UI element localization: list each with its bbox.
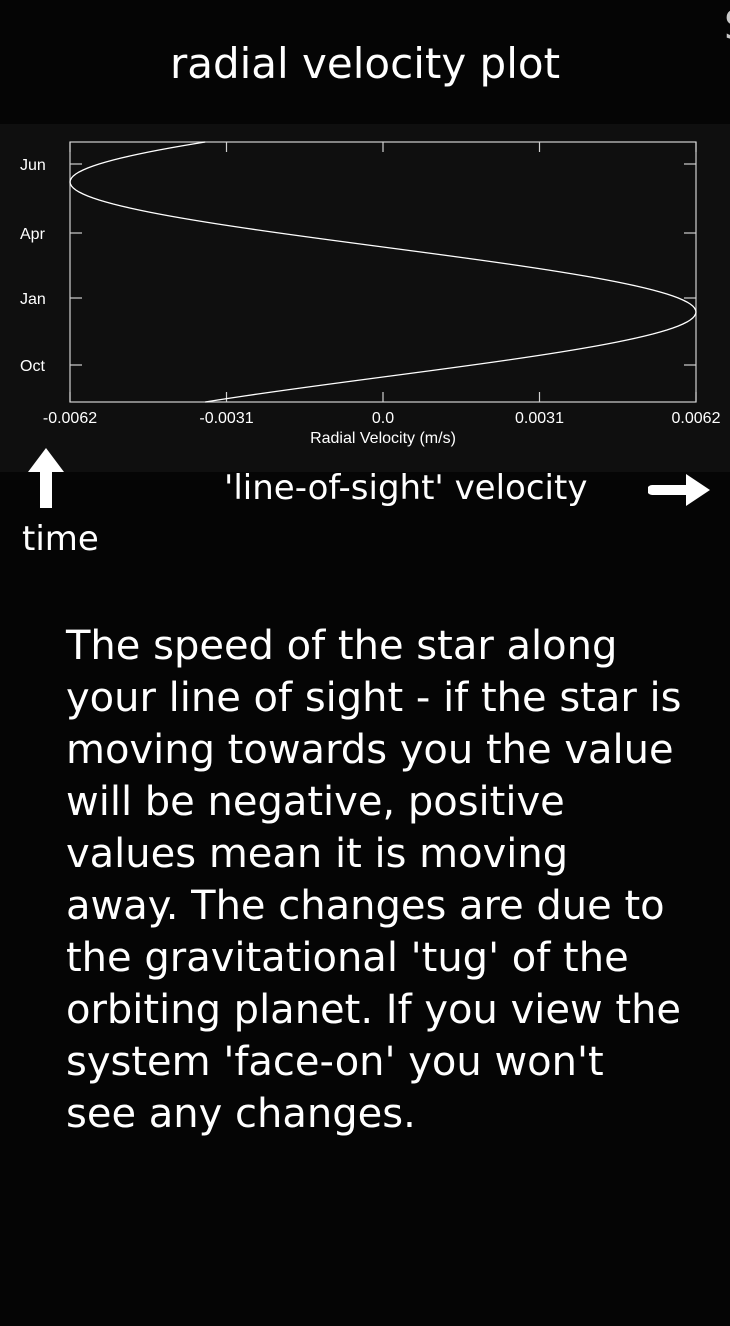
y-tick-label: Oct: [20, 358, 45, 375]
x-tick-label: -0.0062: [43, 410, 97, 427]
plot-frame: [69, 141, 697, 403]
y-tick-label: Jun: [20, 157, 46, 174]
x-tick-label: -0.0031: [199, 410, 253, 427]
y-tick-label: Apr: [20, 226, 46, 243]
page-title: radial velocity plot: [169, 39, 561, 88]
plot-panel: [0, 124, 730, 472]
x-axis-title: Radial Velocity (m/s): [310, 430, 456, 447]
y-tick-label: Jan: [20, 291, 46, 308]
radial-velocity-chart: Oct Jan Apr Jun -0.0062 -0.0031 0.0 0.0031 0.00…: [20, 141, 721, 447]
x-tick-label: 0.0031: [515, 410, 564, 427]
x-tick-label: 0.0062: [672, 410, 721, 427]
x-tick-label: 0.0: [372, 410, 394, 427]
up-arrow-icon: [28, 448, 64, 508]
edge-partial-glyph: S: [724, 2, 730, 54]
explanation-text: The speed of the star along your line of…: [66, 623, 682, 1137]
radial-velocity-curve: [69, 141, 697, 403]
right-arrow-icon: [648, 474, 710, 506]
time-axis-label: time: [22, 519, 99, 559]
line-of-sight-label: 'line-of-sight' velocity: [224, 468, 588, 508]
